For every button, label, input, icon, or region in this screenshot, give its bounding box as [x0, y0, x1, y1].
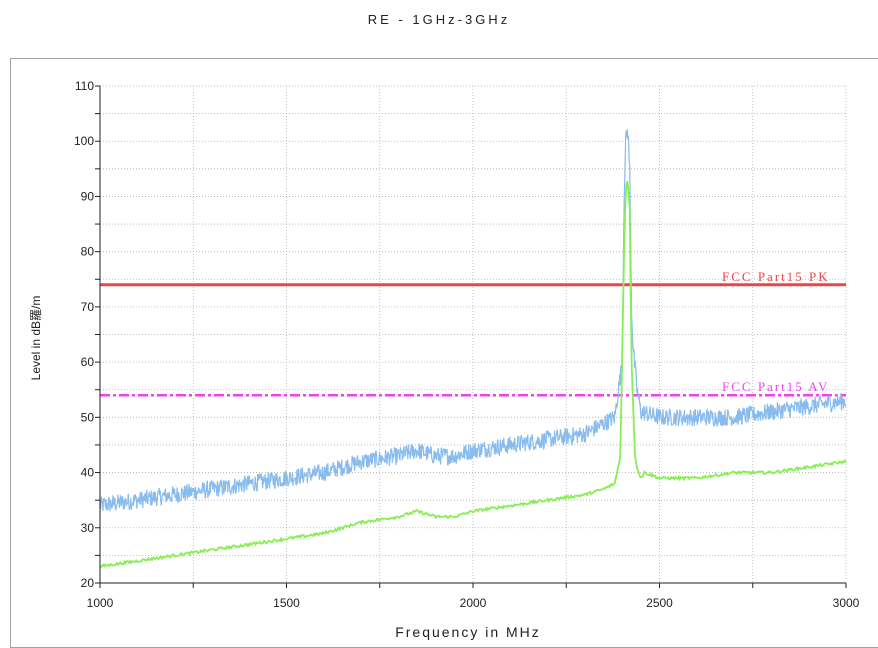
- y-tick-label: 20: [81, 576, 95, 590]
- x-tick-label: 1500: [273, 596, 300, 610]
- limit-line-label: FCC Part15 AV: [722, 379, 829, 394]
- y-tick-label: 60: [81, 355, 95, 369]
- y-axis-label: Level in dB羅/m: [29, 296, 43, 381]
- y-tick-label: 50: [81, 410, 95, 424]
- y-tick-label: 80: [81, 245, 95, 259]
- y-tick-label: 70: [81, 300, 95, 314]
- limit-lines: FCC Part15 PK FCC Part15 AV: [100, 269, 846, 397]
- x-tick-label: 3000: [833, 596, 860, 610]
- series-group: [99, 128, 847, 569]
- y-tick-label: 110: [75, 79, 94, 93]
- chart-title: RE - 1GHz-3GHz: [367, 12, 511, 27]
- y-tick-label: 30: [81, 521, 95, 535]
- y-tick-label: 100: [74, 134, 94, 148]
- x-tick-label: 2000: [460, 596, 487, 610]
- y-tick-label: 40: [81, 466, 95, 480]
- x-tick-label: 2500: [646, 596, 673, 610]
- tick-labels: 1000 1500 2000 2500 3000 20 30 40 50 60 70 80 90 100 1…: [74, 79, 860, 610]
- series-line-peak: [99, 128, 847, 512]
- axes: [95, 85, 847, 588]
- series-line-average: [99, 180, 847, 569]
- grid: [100, 85, 847, 583]
- y-tick-label: 90: [81, 189, 95, 203]
- limit-line-label: FCC Part15 PK: [722, 269, 830, 284]
- x-tick-label: 1000: [87, 596, 114, 610]
- x-axis-label: Frequency in MHz: [395, 624, 541, 640]
